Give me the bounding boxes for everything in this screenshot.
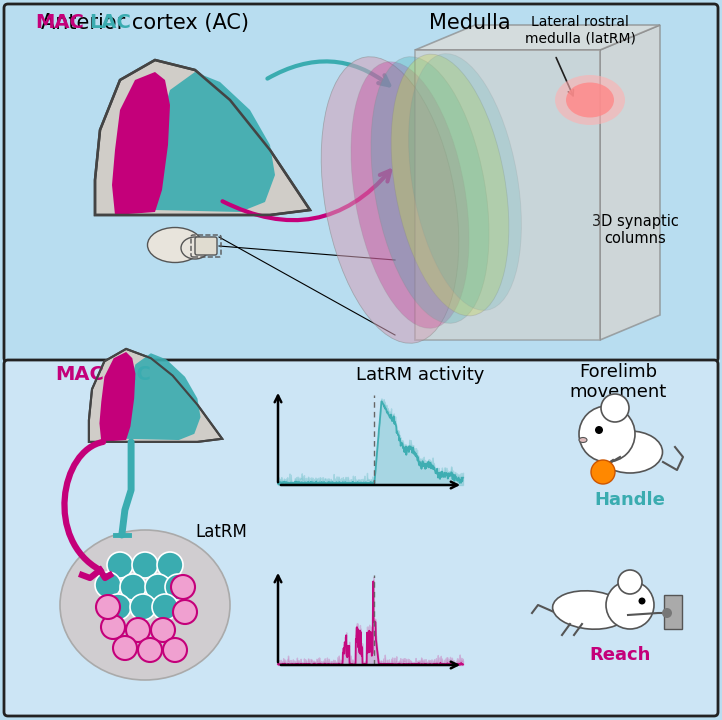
Polygon shape bbox=[600, 25, 660, 340]
Ellipse shape bbox=[566, 83, 614, 117]
Circle shape bbox=[105, 594, 131, 620]
FancyBboxPatch shape bbox=[195, 237, 217, 255]
Polygon shape bbox=[415, 50, 600, 340]
Ellipse shape bbox=[598, 431, 663, 473]
Text: MAC: MAC bbox=[56, 366, 105, 384]
Circle shape bbox=[171, 575, 195, 599]
Text: Medulla: Medulla bbox=[429, 13, 510, 33]
Circle shape bbox=[152, 594, 178, 620]
Ellipse shape bbox=[60, 530, 230, 680]
Circle shape bbox=[165, 574, 191, 600]
FancyBboxPatch shape bbox=[664, 595, 682, 629]
Circle shape bbox=[96, 595, 120, 619]
Polygon shape bbox=[415, 50, 600, 340]
Text: Handle: Handle bbox=[594, 491, 666, 509]
Text: Reach: Reach bbox=[589, 646, 651, 664]
Circle shape bbox=[601, 394, 629, 422]
Circle shape bbox=[145, 574, 171, 600]
FancyBboxPatch shape bbox=[4, 360, 718, 716]
Circle shape bbox=[138, 638, 162, 662]
Ellipse shape bbox=[321, 57, 458, 343]
Ellipse shape bbox=[391, 54, 509, 316]
Circle shape bbox=[130, 594, 156, 620]
Ellipse shape bbox=[579, 438, 587, 443]
Circle shape bbox=[579, 406, 635, 462]
Circle shape bbox=[591, 460, 615, 484]
Circle shape bbox=[151, 618, 175, 642]
Polygon shape bbox=[415, 25, 660, 50]
Circle shape bbox=[618, 570, 642, 594]
Circle shape bbox=[101, 615, 125, 639]
Circle shape bbox=[95, 572, 121, 598]
Text: LatRM: LatRM bbox=[195, 523, 247, 541]
Text: MAC: MAC bbox=[35, 12, 84, 32]
Circle shape bbox=[132, 552, 158, 578]
Text: LAC: LAC bbox=[109, 366, 151, 384]
Circle shape bbox=[662, 608, 672, 618]
Text: Anterior cortex (AC): Anterior cortex (AC) bbox=[41, 13, 249, 33]
Polygon shape bbox=[100, 352, 136, 442]
Text: Lateral rostral
medulla (latRM): Lateral rostral medulla (latRM) bbox=[525, 15, 635, 45]
Polygon shape bbox=[89, 349, 222, 442]
Polygon shape bbox=[95, 60, 310, 215]
Text: LAC: LAC bbox=[89, 12, 131, 32]
Ellipse shape bbox=[181, 237, 209, 259]
Polygon shape bbox=[123, 354, 201, 440]
FancyBboxPatch shape bbox=[4, 4, 718, 362]
Ellipse shape bbox=[409, 54, 521, 310]
Circle shape bbox=[107, 552, 133, 578]
Circle shape bbox=[606, 581, 654, 629]
Circle shape bbox=[638, 598, 645, 605]
Circle shape bbox=[173, 600, 197, 624]
Circle shape bbox=[595, 426, 603, 434]
Text: LatRM activity: LatRM activity bbox=[356, 366, 484, 384]
Text: 3D synaptic
columns: 3D synaptic columns bbox=[591, 214, 679, 246]
Text: Forelimb
movement: Forelimb movement bbox=[570, 363, 666, 401]
Circle shape bbox=[157, 552, 183, 578]
Ellipse shape bbox=[147, 228, 202, 263]
Circle shape bbox=[126, 618, 150, 642]
Circle shape bbox=[163, 638, 187, 662]
Ellipse shape bbox=[351, 62, 469, 328]
Ellipse shape bbox=[555, 75, 625, 125]
Ellipse shape bbox=[552, 591, 627, 629]
Circle shape bbox=[113, 636, 137, 660]
Circle shape bbox=[120, 574, 146, 600]
Ellipse shape bbox=[371, 57, 489, 323]
Polygon shape bbox=[150, 72, 275, 212]
Polygon shape bbox=[112, 72, 170, 215]
